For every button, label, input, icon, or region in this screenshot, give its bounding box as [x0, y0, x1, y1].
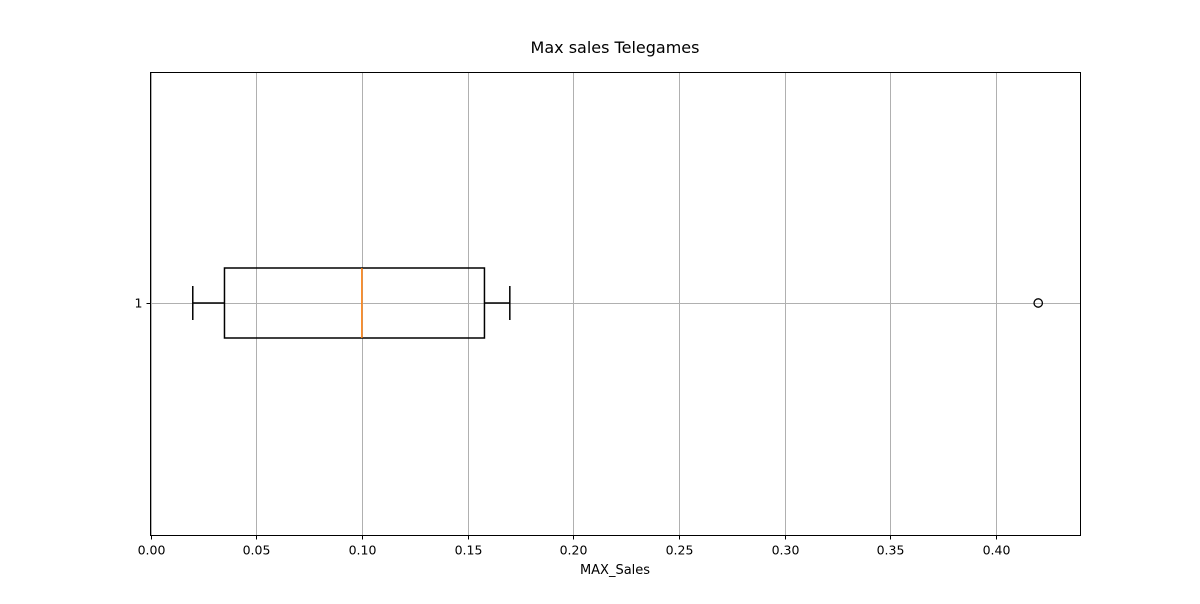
box-plot: [192, 267, 1044, 339]
x-tick-label: 0.25: [666, 543, 694, 558]
chart-title: Max sales Telegames: [531, 38, 700, 57]
outlier-point: [1033, 298, 1044, 308]
x-tick-label: 0.20: [560, 543, 588, 558]
x-axis-label: MAX_Sales: [580, 563, 650, 578]
x-tick-label: 0.00: [138, 543, 166, 558]
x-tick-label: 0.10: [349, 543, 377, 558]
x-tick-label: 0.30: [772, 543, 800, 558]
x-tick-label: 0.15: [455, 543, 483, 558]
grid-lines: [150, 72, 1081, 536]
x-tick-label: 0.35: [877, 543, 905, 558]
x-tick-label: 0.40: [983, 543, 1011, 558]
y-tick-label: 1: [135, 296, 143, 311]
x-tick-label: 0.05: [243, 543, 271, 558]
axis-ticks: 0.00 0.05 0.10 0.15 0.20 0.25 0.30 0.35 0.40 1: [135, 296, 1011, 558]
iqr-box: [223, 267, 486, 339]
